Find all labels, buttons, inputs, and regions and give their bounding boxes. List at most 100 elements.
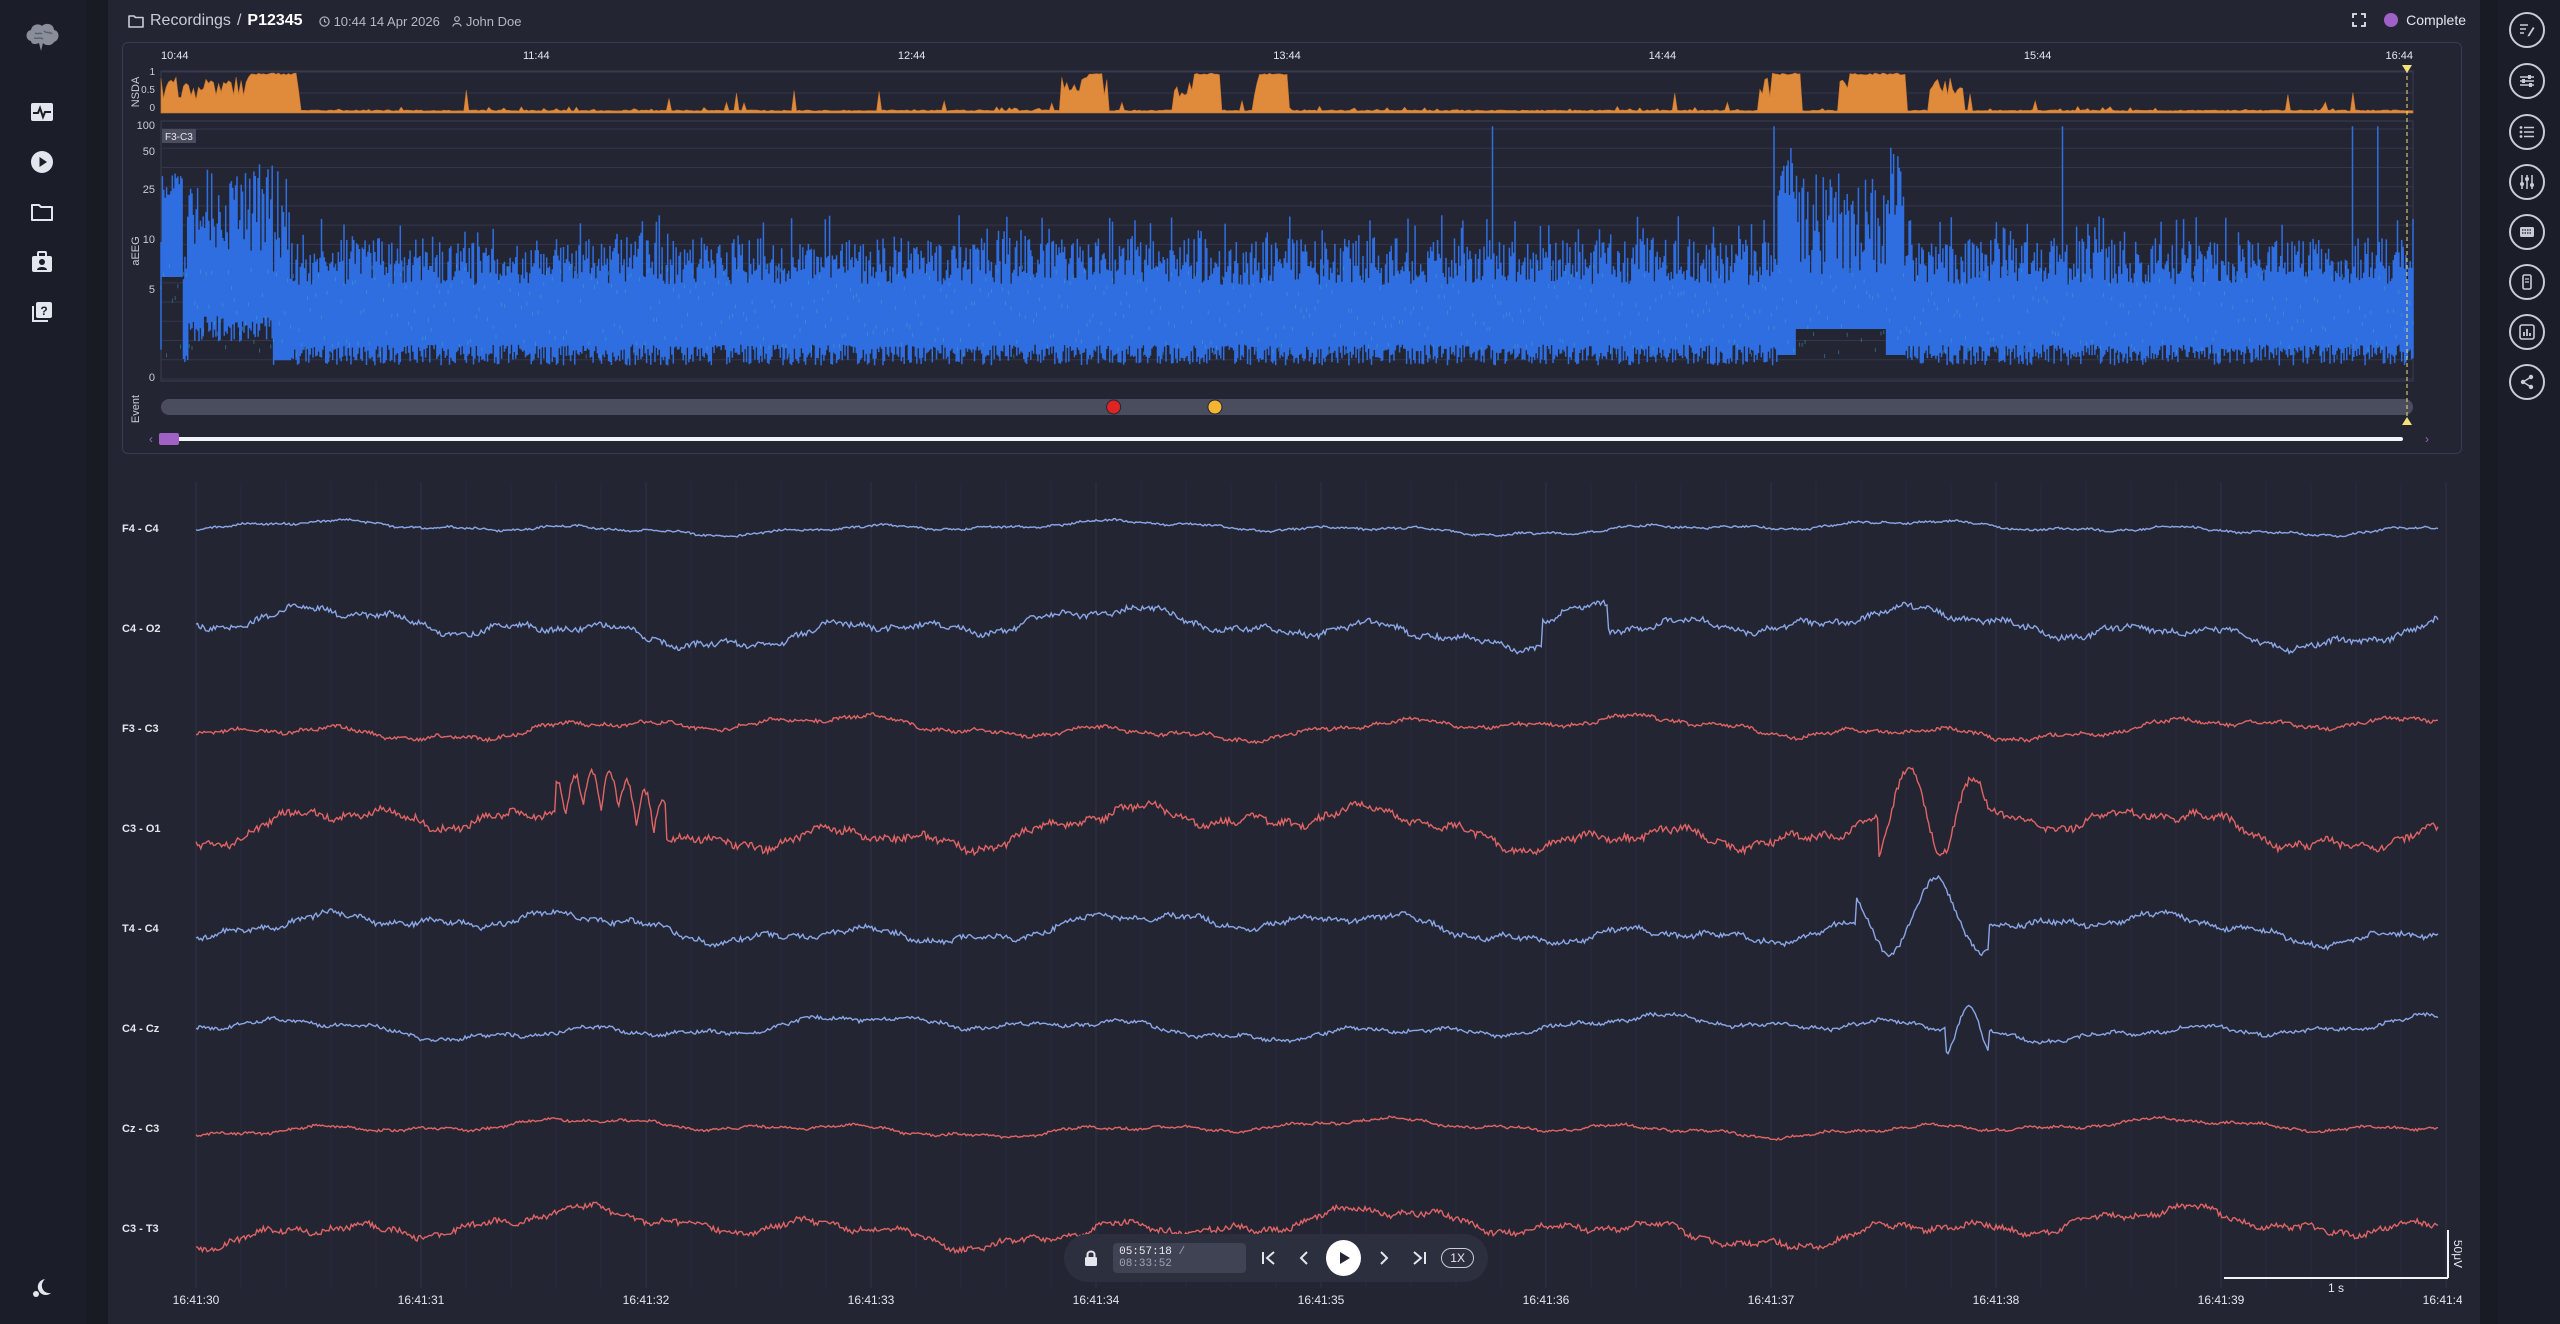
aeeg-trend-detail bbox=[160, 264, 2414, 359]
eeg-time-tick: 16:41:40 bbox=[2423, 1293, 2462, 1307]
timeline-window-handle[interactable] bbox=[159, 433, 179, 445]
status-badge: Complete bbox=[2406, 12, 2466, 28]
nsda-tick: 1 bbox=[149, 67, 155, 78]
report-chart-icon[interactable] bbox=[2509, 314, 2545, 350]
help-docs-icon[interactable]: ? bbox=[24, 294, 60, 330]
breadcrumb: Recordings / P12345 10:44 14 Apr 2026 Jo… bbox=[128, 12, 521, 30]
nsda-axis-label: NSDA bbox=[130, 76, 142, 107]
step-forward-icon[interactable] bbox=[1371, 1245, 1396, 1271]
current-time: 05:57:18 bbox=[1119, 1246, 1172, 1258]
trend-panel: 10:44 11:44 12:44 13:44 14:44 15:44 16:44 NSDA 1… bbox=[122, 42, 2462, 454]
eeg-channel-label[interactable]: C4 - Cz bbox=[122, 1023, 160, 1035]
aeeg-tick: 10 bbox=[143, 234, 155, 246]
aeeg-axis-label: aEEG bbox=[130, 236, 142, 265]
eeg-time-tick: 16:41:37 bbox=[1748, 1293, 1795, 1307]
step-back-icon[interactable] bbox=[1291, 1245, 1316, 1271]
aeeg-tick: 25 bbox=[143, 184, 155, 196]
eeg-time-tick: 16:41:32 bbox=[623, 1293, 670, 1307]
list-icon[interactable] bbox=[2509, 114, 2545, 150]
eeg-channel-label[interactable]: T4 - C4 bbox=[122, 923, 160, 935]
eeg-time-tick: 16:41:36 bbox=[1523, 1293, 1570, 1307]
eeg-channel-label[interactable]: C3 - O1 bbox=[122, 823, 161, 835]
eeg-time-tick: 16:41:31 bbox=[398, 1293, 445, 1307]
status-dot bbox=[2384, 13, 2399, 27]
eeg-chart: 16:41:30 16:41:31 16:41:32 16:41:33 16:41:34… bbox=[122, 482, 2470, 1307]
aeeg-tick: 0 bbox=[149, 372, 155, 384]
eeg-trace bbox=[196, 712, 2439, 745]
play-button[interactable] bbox=[1326, 1240, 1362, 1276]
eeg-time-tick: 16:41:38 bbox=[1973, 1293, 2020, 1307]
lock-icon[interactable] bbox=[1078, 1245, 1103, 1271]
share-icon[interactable] bbox=[2509, 364, 2545, 400]
playback-time: 05:57:18 / 08:33:52 bbox=[1113, 1243, 1247, 1273]
event-axis-label: Event bbox=[130, 395, 142, 423]
user-icon bbox=[452, 15, 462, 27]
aeeg-tick: 50 bbox=[143, 146, 155, 158]
status-area: Complete bbox=[2352, 12, 2466, 28]
skip-to-start-icon[interactable] bbox=[1256, 1245, 1281, 1271]
scroll-right-icon[interactable]: › bbox=[2425, 432, 2429, 446]
amplitude-scale-label: 50μV bbox=[2451, 1240, 2462, 1268]
aeeg-channel-tag: F3-C3 bbox=[165, 132, 193, 143]
eeg-channel-label[interactable]: F4 - C4 bbox=[122, 523, 160, 535]
keyboard-icon[interactable] bbox=[2509, 214, 2545, 250]
breadcrumb-separator: / bbox=[236, 12, 242, 29]
eeg-trace bbox=[195, 1115, 2439, 1141]
trend-time-tick: 16:44 bbox=[2385, 50, 2413, 62]
svg-text:?: ? bbox=[40, 304, 47, 318]
recording-view: Recordings / P12345 10:44 14 Apr 2026 Jo… bbox=[108, 0, 2480, 1324]
eeg-time-tick: 16:41:35 bbox=[1298, 1293, 1345, 1307]
eeg-channel-label[interactable]: C4 - O2 bbox=[122, 623, 161, 635]
eeg-trace bbox=[195, 766, 2439, 857]
eeg-time-tick: 16:41:39 bbox=[2198, 1293, 2245, 1307]
total-time: 08:33:52 bbox=[1119, 1258, 1172, 1270]
brain-logo-icon[interactable] bbox=[22, 18, 62, 58]
breadcrumb-recordings-link[interactable]: Recordings bbox=[150, 12, 231, 29]
user-name: John Doe bbox=[465, 13, 522, 29]
clock-icon bbox=[318, 15, 330, 27]
annotate-icon[interactable] bbox=[2509, 12, 2545, 48]
play-circle-icon[interactable] bbox=[24, 144, 60, 180]
skip-to-end-icon[interactable] bbox=[1406, 1245, 1431, 1271]
playhead-top-marker[interactable] bbox=[2402, 65, 2412, 73]
recording-start-meta: 10:44 14 Apr 2026 bbox=[318, 14, 440, 29]
event-marker[interactable] bbox=[1207, 399, 1223, 415]
trend-time-tick: 15:44 bbox=[2024, 50, 2052, 62]
trend-time-tick: 11:44 bbox=[523, 50, 550, 62]
eeg-time-tick: 16:41:33 bbox=[848, 1293, 895, 1307]
eeg-trace bbox=[195, 599, 2439, 655]
dark-mode-toggle-icon[interactable] bbox=[24, 1270, 60, 1306]
aeeg-trend bbox=[160, 126, 2414, 366]
eeg-time-tick: 16:41:30 bbox=[173, 1293, 220, 1307]
scroll-left-icon[interactable]: ‹ bbox=[149, 432, 153, 446]
right-tool-rail bbox=[2498, 0, 2560, 1324]
trend-chart: 10:44 11:44 12:44 13:44 14:44 15:44 16:44 NSDA 1… bbox=[130, 50, 2429, 446]
nsda-tick: 0 bbox=[149, 103, 155, 114]
channel-tag-bg bbox=[162, 129, 196, 143]
eeg-channel-label[interactable]: C3 - T3 bbox=[122, 1223, 159, 1235]
folder-icon[interactable] bbox=[24, 194, 60, 230]
play-icon bbox=[1339, 1252, 1350, 1264]
event-marker[interactable] bbox=[1106, 399, 1122, 415]
montage-icon[interactable] bbox=[2509, 164, 2545, 200]
user-meta: John Doe bbox=[452, 13, 522, 29]
eeg-channel-label[interactable]: F3 - C3 bbox=[122, 723, 159, 735]
event-track bbox=[161, 399, 2413, 415]
trend-time-tick: 10:44 bbox=[161, 50, 189, 62]
recording-header: Recordings / P12345 10:44 14 Apr 2026 Jo… bbox=[108, 0, 2480, 44]
device-icon[interactable] bbox=[2509, 264, 2545, 300]
eeg-trace bbox=[195, 1004, 2439, 1055]
fullscreen-icon[interactable] bbox=[2352, 13, 2366, 27]
trend-time-tick: 14:44 bbox=[1649, 50, 1677, 62]
speed-selector[interactable]: 1X bbox=[1441, 1248, 1474, 1268]
eeg-channel-label[interactable]: Cz - C3 bbox=[122, 1123, 159, 1135]
breadcrumb-patient-id: P12345 bbox=[247, 12, 303, 29]
time-scale-label: 1 s bbox=[2328, 1281, 2344, 1295]
playback-controls: 05:57:18 / 08:33:52 1X bbox=[1064, 1234, 1488, 1282]
patient-badge-icon[interactable] bbox=[24, 244, 60, 280]
playhead-bottom-marker[interactable] bbox=[2402, 417, 2412, 425]
eeg-trace bbox=[195, 1201, 2439, 1255]
sliders-icon[interactable] bbox=[2509, 63, 2545, 99]
time-separator: / bbox=[1171, 1246, 1186, 1258]
monitor-icon[interactable] bbox=[24, 94, 60, 130]
